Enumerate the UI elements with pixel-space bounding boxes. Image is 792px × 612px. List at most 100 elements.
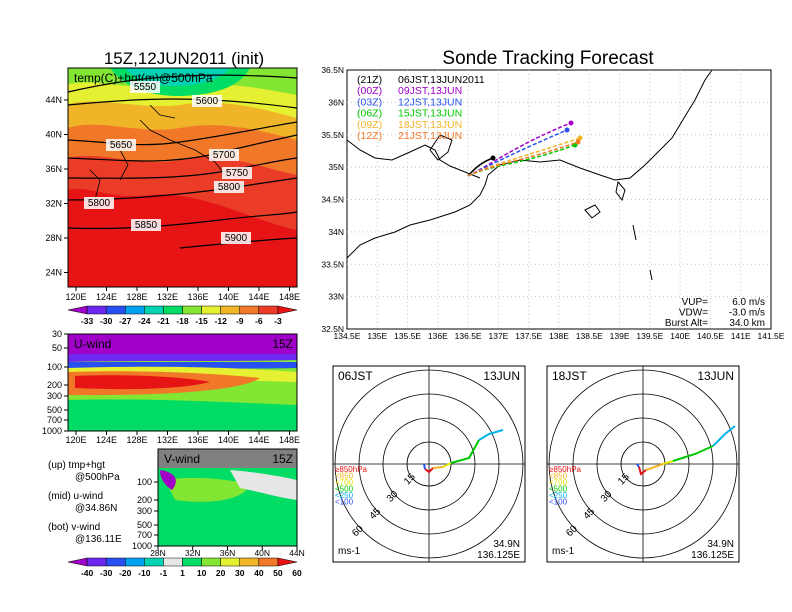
y-tick-label: 32.5N <box>321 324 344 334</box>
contour-label: 5700 <box>213 150 236 161</box>
colorbar-label: -15 <box>195 316 208 326</box>
colorbar-label: 1 <box>180 568 185 578</box>
x-tick-label: 32N <box>185 548 201 558</box>
contour-label: 5550 <box>134 82 157 93</box>
contour-label: 5600 <box>196 96 219 107</box>
hodograph-trace <box>478 429 504 441</box>
contour-5850 <box>67 211 298 230</box>
x-tick-label: 139.5E <box>636 331 663 341</box>
colorbar-label: -30 <box>100 316 113 326</box>
island <box>584 204 601 219</box>
run-label: 18JST,13JUN <box>398 119 462 131</box>
x-tick-label: 144E <box>248 292 269 302</box>
x-tick-label: 144E <box>248 435 269 445</box>
contour-5550 <box>67 74 298 93</box>
level-legend-item: <250 <box>335 491 354 500</box>
y-tick-label: 34N <box>328 227 344 237</box>
colorbar-swatch <box>86 557 107 567</box>
vwind-band-purple <box>160 470 176 490</box>
contour-label-bg <box>130 81 160 93</box>
hodograph-trace <box>645 463 664 471</box>
x-tick-label: 140E <box>218 292 239 302</box>
contour-label-bg <box>106 139 136 151</box>
colorbar-label: -18 <box>176 316 189 326</box>
param-value: 6.0 m/s <box>732 297 765 308</box>
y-tick-label: 200 <box>47 380 62 390</box>
param-value: -3.0 m/s <box>729 308 765 319</box>
x-tick-label: 132E <box>157 435 178 445</box>
y-tick-label: 500 <box>137 520 152 530</box>
hodograph-lon: 136.125E <box>477 550 520 561</box>
x-tick-label: 138.5E <box>576 331 603 341</box>
colorbar-label: 20 <box>216 568 226 578</box>
hodograph-trace <box>424 467 434 474</box>
coastline <box>89 104 226 201</box>
y-tick-label: 500 <box>47 405 62 415</box>
level-legend-item: <700 <box>549 478 568 487</box>
lake-biwa <box>429 134 453 161</box>
colorbar-swatch <box>182 305 202 315</box>
colorbar-swatch <box>239 557 260 567</box>
colorbar-swatch <box>86 305 107 315</box>
contour-label-bg <box>192 95 222 107</box>
x-tick-label: 44N <box>289 548 305 558</box>
track-endpoint <box>564 127 570 133</box>
colorbar-swatch <box>201 557 221 567</box>
run-label: 15JST,13JUN <box>398 108 462 120</box>
x-tick-label: 138E <box>549 331 569 341</box>
y-tick-label: 33.5N <box>321 259 344 269</box>
level-legend-item: <500 <box>335 485 354 494</box>
vwind-top-band <box>158 449 297 468</box>
run-label: 21JST,13JUN <box>398 130 462 142</box>
colorbar-label: -3 <box>274 316 282 326</box>
colorbar-swatch <box>258 557 279 567</box>
x-tick-label: 136E <box>187 292 208 302</box>
x-tick-label: 135E <box>367 331 387 341</box>
x-tick-label: 141E <box>731 331 751 341</box>
colorbar-swatch <box>201 305 221 315</box>
colorbar-swatch <box>163 305 183 315</box>
level-legend-item: <500 <box>549 485 568 494</box>
contour-label: 5800 <box>88 198 111 209</box>
colorbar-label: 50 <box>273 568 283 578</box>
hodograph-trace <box>672 445 714 462</box>
colorbar-swatch <box>258 305 279 315</box>
peninsula <box>615 180 626 202</box>
hodograph-lat: 34.9N <box>707 539 734 550</box>
x-tick-label: 148E <box>279 435 300 445</box>
vwind-band-gray <box>230 470 297 500</box>
x-tick-label: 128E <box>126 435 147 445</box>
param-label: Burst Alt= <box>665 318 708 329</box>
x-tick-label: 136E <box>428 331 448 341</box>
run-code: (12Z) <box>357 130 382 142</box>
colorbar-label: -10 <box>138 568 151 578</box>
x-tick-label: 36N <box>220 548 236 558</box>
colorbar-swatch <box>182 557 202 567</box>
run-code: (06Z) <box>357 108 382 120</box>
param-value: 34.0 km <box>729 318 765 329</box>
hodograph-lon: 136.125E <box>691 550 734 561</box>
run-label: 12JST,13JUN <box>398 96 462 108</box>
contour-label-bg <box>131 219 161 231</box>
colorbar-swatch <box>105 557 126 567</box>
y-tick-label: 700 <box>47 415 62 425</box>
y-tick-label: 24N <box>45 268 62 278</box>
colorbar-swatch <box>125 305 145 315</box>
x-tick-label: 128E <box>126 292 147 302</box>
colorbar-label: -9 <box>236 316 244 326</box>
uwind-label: U-wind <box>74 337 111 351</box>
contour-label-bg <box>221 232 251 244</box>
track-lines <box>467 120 583 177</box>
colorbar-label: -40 <box>81 568 94 578</box>
note-line2: @136.11E <box>75 534 122 545</box>
colorbar-swatch <box>105 305 126 315</box>
colorbar-swatch <box>239 305 260 315</box>
colorbar-label: 60 <box>292 568 302 578</box>
y-tick-label: 44N <box>45 95 62 105</box>
contour-label-bg <box>209 149 239 161</box>
contour-labels: 5550 5600 5650 5700 5750 5800 5800 5850 5900 <box>84 81 252 244</box>
